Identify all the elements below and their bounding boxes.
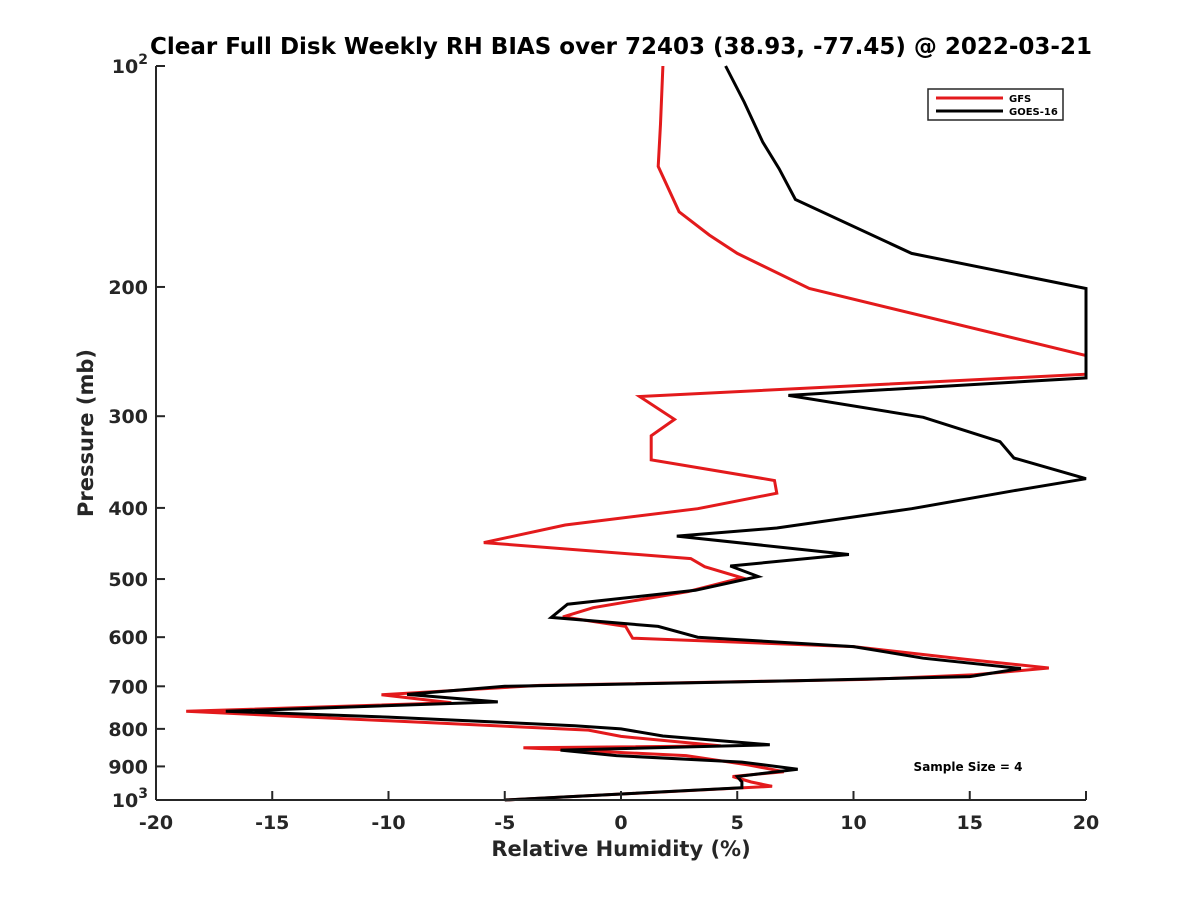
x-axis-ticks: -20 -15 -10 -5 0 5 10 15 20 — [139, 791, 1099, 834]
legend-label-goes-16: GOES-16 — [1009, 107, 1058, 118]
y-axis-ticks: 102 200 300 400 500 600 700 800 900 103 — [108, 52, 165, 812]
chart-title: Clear Full Disk Weekly RH BIAS over 7240… — [150, 34, 1092, 60]
y-tick-label: 102 — [112, 52, 148, 78]
y-tick-label: 200 — [108, 277, 148, 299]
series-layer — [186, 65, 1088, 802]
legend: GFS GOES-16 — [927, 88, 1064, 121]
y-tick-label: 600 — [108, 627, 148, 649]
x-tick-label: -10 — [371, 812, 405, 834]
x-tick-label: 5 — [731, 812, 744, 834]
y-tick-label: 103 — [112, 786, 148, 812]
x-tick-label: -20 — [139, 812, 173, 834]
legend-box — [927, 88, 1064, 121]
y-tick-label: 500 — [108, 569, 148, 591]
plot-area — [156, 66, 1086, 800]
series-line-goes-16 — [225, 65, 1088, 802]
x-tick-label: 15 — [957, 812, 983, 834]
y-tick-label: 400 — [108, 498, 148, 520]
y-tick-label: 300 — [108, 406, 148, 428]
y-tick-label: 900 — [108, 756, 148, 778]
x-tick-label: 10 — [840, 812, 866, 834]
sample-size-annotation: Sample Size = 4 — [914, 760, 1023, 774]
x-tick-label: -15 — [255, 812, 289, 834]
x-tick-label: -5 — [494, 812, 515, 834]
y-tick-label: 700 — [108, 676, 148, 698]
y-axis-label: Pressure (mb) — [74, 349, 98, 517]
x-tick-label: 0 — [614, 812, 627, 834]
legend-label-gfs: GFS — [1009, 94, 1031, 105]
x-axis-label: Relative Humidity (%) — [491, 837, 750, 861]
x-tick-label: 20 — [1073, 812, 1099, 834]
y-tick-label: 800 — [108, 719, 148, 741]
